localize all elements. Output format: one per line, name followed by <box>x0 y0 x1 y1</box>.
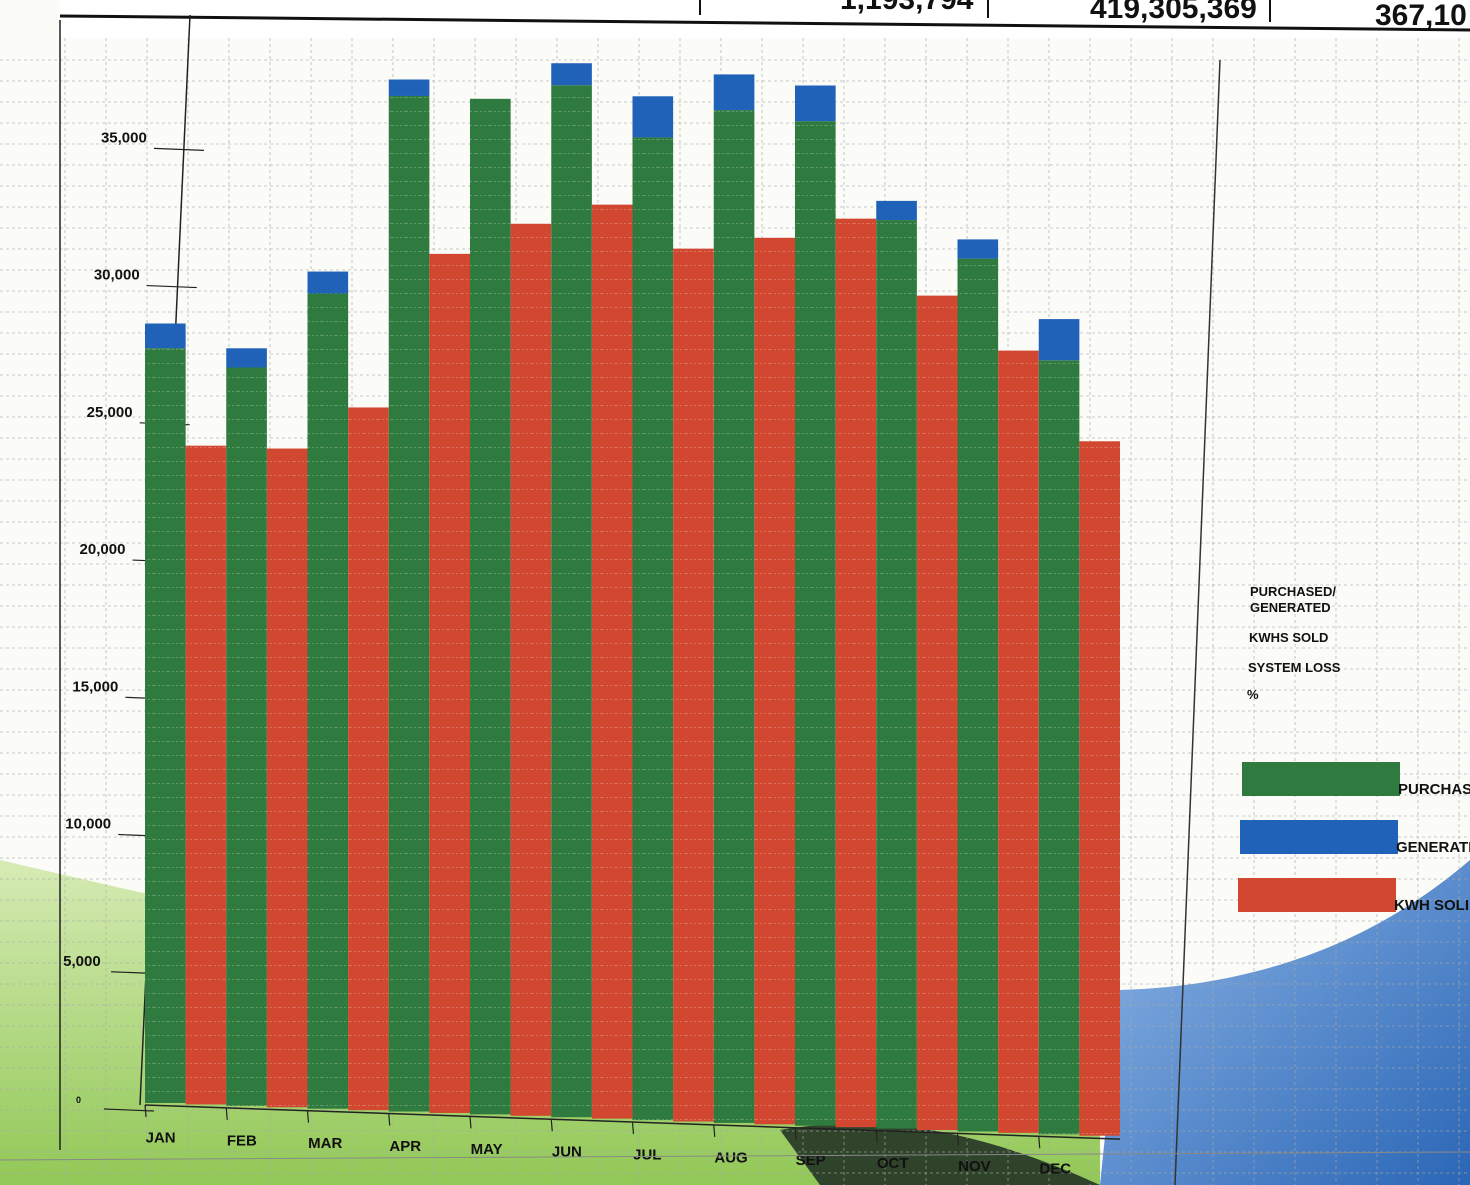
bar-kwh-sold-texture <box>348 407 389 1111</box>
bar-kwh-sold-texture <box>591 204 633 1119</box>
y-tick-label: 10,000 <box>65 816 111 833</box>
x-tick-mark <box>1038 1136 1041 1149</box>
background-wave-blue <box>1100 860 1470 1185</box>
y-tick-label: 5,000 <box>63 953 101 970</box>
bar-purchased-texture <box>145 348 186 1103</box>
y-tick-label: 25,000 <box>87 404 133 421</box>
x-tick-label: MAR <box>308 1135 342 1152</box>
page-bottom-edge <box>0 1151 1470 1161</box>
bar-kwh-sold-texture <box>1079 441 1120 1136</box>
x-tick-mark <box>713 1124 716 1137</box>
legend-swatch-1 <box>1242 762 1400 796</box>
bar-generated-jun <box>551 63 592 86</box>
legend-text-system-loss: SYSTEM LOSS <box>1248 660 1341 675</box>
top-value-3: 367,10 <box>1375 0 1467 32</box>
bar-generated-apr <box>388 79 430 96</box>
bar-purchased-texture <box>876 220 917 1129</box>
y-tick-label: 20,000 <box>80 541 126 558</box>
bar-purchased-texture <box>957 258 999 1132</box>
bar-purchased-texture <box>388 95 430 1112</box>
bar-purchased-texture <box>307 293 349 1109</box>
x-tick-mark <box>306 1110 310 1123</box>
legend-swatch-3 <box>1238 878 1396 912</box>
legend-panel-divider <box>1174 59 1221 1185</box>
x-tick-label: APR <box>389 1138 421 1155</box>
bar-purchased-texture <box>551 85 592 1118</box>
x-tick-label: DEC <box>1039 1161 1071 1178</box>
y-tick-label: 0 <box>76 1095 81 1105</box>
bar-kwh-sold-texture <box>998 350 1039 1133</box>
x-tick-mark <box>794 1127 797 1140</box>
bar-generated-aug <box>713 74 755 111</box>
x-tick-mark <box>225 1107 228 1120</box>
bar-kwh-sold-texture <box>835 218 877 1128</box>
bar-kwh-sold-texture <box>429 253 470 1113</box>
x-tick-label: JUL <box>633 1146 661 1163</box>
bar-generated-jan <box>145 323 186 349</box>
bar-purchased-texture <box>632 137 674 1121</box>
legend-swatch-label-2: GENERATI <box>1396 839 1470 856</box>
legend-text-percent: % <box>1247 687 1259 702</box>
x-tick-label: MAY <box>471 1141 503 1158</box>
bar-generated-mar <box>307 271 349 294</box>
bar-kwh-sold-texture <box>673 248 714 1122</box>
x-tick-mark <box>875 1130 878 1143</box>
bar-purchased-texture <box>470 98 511 1115</box>
bar-generated-jul <box>632 96 674 138</box>
legend-swatch-label-1: PURCHASI <box>1398 781 1470 798</box>
x-tick-label: AUG <box>714 1149 747 1166</box>
x-tick-label: OCT <box>877 1155 909 1172</box>
x-tick-mark <box>469 1116 472 1129</box>
bar-kwh-sold-texture <box>185 445 227 1105</box>
x-tick-label: JUN <box>552 1144 582 1161</box>
legend-swatch-label-3: KWH SOLI <box>1394 897 1469 914</box>
x-tick-label: SEP <box>796 1152 826 1169</box>
y-tick-mark <box>146 284 197 289</box>
bar-purchased-texture <box>1038 360 1080 1135</box>
x-tick-label: JAN <box>146 1129 176 1146</box>
x-tick-label: FEB <box>227 1132 257 1149</box>
bar-generated-oct <box>876 200 917 221</box>
bar-generated-sep <box>795 85 836 122</box>
legend-text-generated: GENERATED <box>1250 600 1331 615</box>
top-table-line <box>59 14 1470 32</box>
legend-swatch-2 <box>1240 820 1398 854</box>
legend-text-purchased: PURCHASED/ <box>1250 584 1336 599</box>
y-tick-label: 15,000 <box>72 678 118 695</box>
x-tick-mark <box>956 1133 960 1146</box>
x-tick-label: NOV <box>958 1158 991 1175</box>
bar-kwh-sold-texture <box>266 448 308 1108</box>
bar-kwh-sold-texture <box>916 295 958 1131</box>
y-tick-mark <box>153 147 204 151</box>
x-tick-mark <box>550 1119 553 1132</box>
background-dark-swoosh <box>780 1123 1100 1185</box>
x-tick-mark <box>144 1104 147 1118</box>
bar-generated-feb <box>226 348 267 368</box>
top-value-2: 419,305,369 <box>1090 0 1257 25</box>
x-tick-mark <box>388 1113 391 1126</box>
top-value-1: 1,193,794 <box>840 0 974 16</box>
bar-generated-nov <box>957 239 999 259</box>
bar-generated-dec <box>1038 319 1080 361</box>
bar-purchased-texture <box>226 367 267 1106</box>
y-tick-label: 35,000 <box>101 129 147 146</box>
bar-kwh-sold-texture <box>754 237 795 1125</box>
bar-purchased-texture <box>713 110 755 1123</box>
legend-text-kwhs-sold: KWHS SOLD <box>1249 630 1328 645</box>
x-tick-mark <box>631 1122 635 1135</box>
bar-purchased-texture <box>795 121 836 1126</box>
y-tick-label: 30,000 <box>94 267 140 284</box>
bar-kwh-sold-texture <box>510 223 552 1116</box>
